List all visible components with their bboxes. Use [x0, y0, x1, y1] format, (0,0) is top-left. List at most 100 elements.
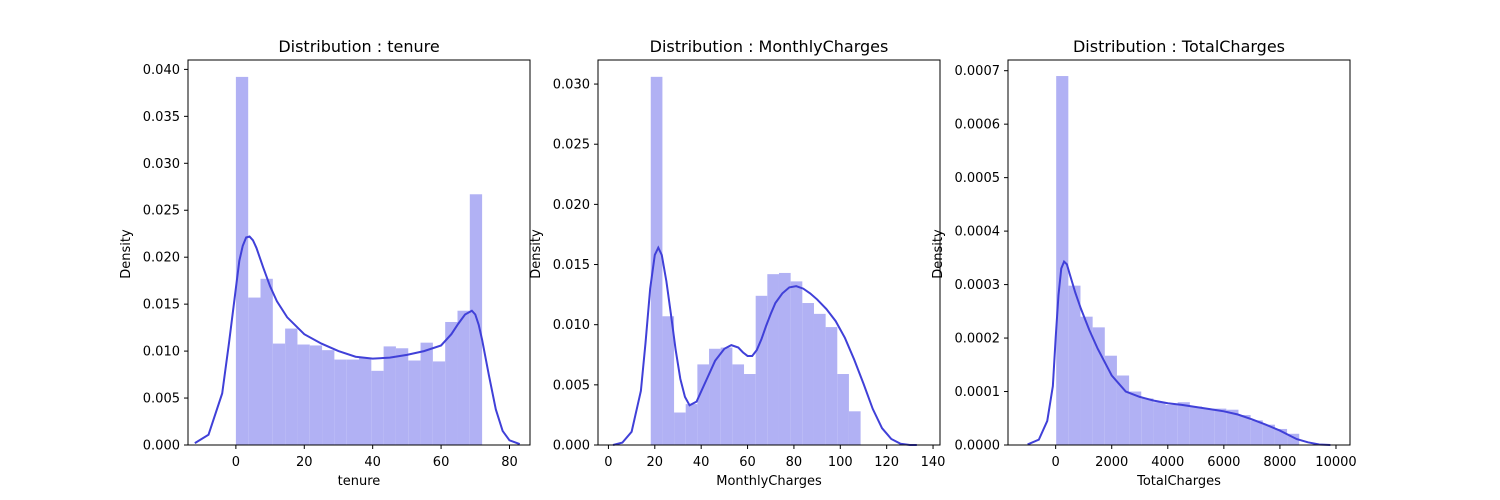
y-axis-ticks: 0.000 0.005 0.010 0.015 0.020 0.025 0.030 — [553, 78, 598, 454]
y-axis-ticks: 0.0000 0.0001 0.0002 0.0003 0.0004 0.0005 0.00… — [955, 64, 1008, 454]
histogram-bar — [720, 347, 733, 445]
y-tick-label: 0.005 — [553, 378, 590, 393]
axes-frame — [597, 59, 941, 446]
y-tick-label: 0.0004 — [955, 225, 1001, 240]
y-tick-label: 0.005 — [143, 392, 180, 407]
histogram-bar — [383, 346, 396, 445]
x-tick-label: 20 — [647, 455, 664, 470]
kde-line — [1027, 259, 1331, 446]
histogram-bar — [322, 350, 335, 445]
histogram-bar — [408, 360, 421, 445]
y-tick-label: 0.0002 — [955, 332, 1001, 347]
histogram-bar — [685, 404, 698, 445]
y-tick-label: 0.0005 — [955, 171, 1001, 186]
histogram-bar — [1116, 375, 1130, 445]
x-tick-label: 80 — [501, 455, 518, 470]
plot-area: 0 2000 4000 6000 8000 10000 0.0000 0.0001 0.0002… — [955, 59, 1357, 470]
histogram-bar — [1214, 408, 1227, 445]
histogram-bar — [1153, 402, 1166, 445]
chart-panel-monthly-charges: Distribution : MonthlyCharges MonthlyCha… — [529, 37, 945, 489]
histogram-bar — [371, 370, 384, 445]
histogram-bar — [346, 359, 359, 445]
histogram-bar — [1080, 316, 1093, 445]
kde-line — [612, 245, 917, 446]
histogram-bar — [297, 344, 310, 445]
histogram-bar — [837, 374, 849, 445]
x-tick-label: 60 — [739, 455, 756, 470]
x-tick-label: 2000 — [1095, 455, 1128, 470]
x-tick-label: 40 — [693, 455, 710, 470]
y-tick-label: 0.035 — [143, 110, 180, 125]
x-tick-label: 0 — [1052, 455, 1060, 470]
plot-area: 0 20 40 60 80 100 120 1400.0000.0050.0100.0150.… — [553, 59, 946, 470]
x-axis-label: tenure — [338, 474, 381, 489]
histogram-bar — [1250, 420, 1263, 445]
plot-area: 0 20 40 60 800.0000.0050.0100.0150.0200.0250… — [143, 59, 531, 470]
x-tick-label: 6000 — [1207, 455, 1240, 470]
histogram-bar — [1262, 424, 1275, 445]
histogram-bar — [1104, 355, 1117, 445]
y-tick-label: 0.030 — [553, 78, 590, 93]
histogram-bar — [285, 328, 298, 445]
histogram-bar — [1177, 402, 1190, 445]
y-tick-label: 0.0006 — [955, 118, 1001, 133]
histogram-bar — [260, 278, 273, 445]
y-axis-label: Density — [529, 229, 544, 279]
y-tick-label: 0.025 — [143, 204, 180, 219]
histogram-bar — [755, 295, 768, 445]
y-tick-label: 0.025 — [553, 138, 590, 153]
y-tick-label: 0.000 — [553, 439, 590, 454]
y-tick-label: 0.020 — [143, 251, 180, 266]
x-tick-label: 80 — [786, 455, 803, 470]
histogram-bar — [732, 364, 745, 445]
histogram-bar — [395, 348, 409, 445]
x-tick-label: 8000 — [1263, 455, 1296, 470]
axes-frame — [1007, 59, 1351, 446]
histogram-bar — [1226, 409, 1239, 445]
y-axis-ticks: 0.000 0.005 0.010 0.015 0.020 0.025 0.030 0.035… — [143, 63, 188, 454]
x-tick-label: 120 — [874, 455, 899, 470]
x-tick-label: 140 — [921, 455, 946, 470]
histogram-bar — [1141, 398, 1154, 445]
histogram-bar — [1189, 406, 1203, 445]
histogram-bar — [334, 359, 347, 445]
x-tick-label: 0 — [604, 455, 612, 470]
y-tick-label: 0.0000 — [955, 439, 1001, 454]
histogram-bar — [445, 321, 458, 445]
histogram-bar — [802, 303, 814, 445]
histogram-bar — [662, 316, 675, 445]
histogram-bars — [235, 76, 483, 446]
x-axis-label: MonthlyCharges — [716, 474, 822, 489]
histogram-bar — [1287, 433, 1300, 445]
y-tick-label: 0.0001 — [955, 385, 1001, 400]
histogram-bar — [1068, 285, 1081, 445]
histogram-bar — [790, 281, 803, 446]
histogram-bar — [432, 361, 446, 445]
histogram-bar — [1165, 404, 1178, 445]
y-tick-label: 0.0003 — [955, 278, 1001, 293]
x-axis-label: TotalCharges — [1136, 474, 1221, 489]
y-tick-label: 0.040 — [143, 63, 180, 78]
histogram-bar — [1056, 76, 1069, 445]
chart-panel-total-charges: Distribution : TotalCharges TotalCharges… — [931, 37, 1357, 489]
y-tick-label: 0.020 — [553, 198, 590, 213]
histogram-bar — [235, 76, 249, 446]
x-tick-label: 4000 — [1151, 455, 1184, 470]
histogram-bar — [1238, 415, 1251, 445]
histogram-bar — [767, 274, 779, 445]
histogram-bar — [674, 412, 686, 445]
histogram-bar — [778, 272, 791, 445]
x-tick-label: 20 — [296, 455, 313, 470]
histogram-bar — [744, 374, 756, 445]
chart-title: Distribution : TotalCharges — [1073, 37, 1285, 56]
histogram-bar — [309, 345, 323, 445]
histogram-bar — [697, 364, 710, 445]
x-tick-label: 40 — [364, 455, 381, 470]
x-axis-ticks: 0 20 40 60 80 — [232, 445, 518, 470]
y-axis-label: Density — [119, 229, 134, 279]
x-tick-label: 0 — [232, 455, 240, 470]
chart-panel-tenure: Distribution : tenure tenure Density 0 20… — [119, 37, 531, 489]
histogram-bar — [650, 76, 663, 445]
histogram-bar — [1202, 408, 1215, 445]
